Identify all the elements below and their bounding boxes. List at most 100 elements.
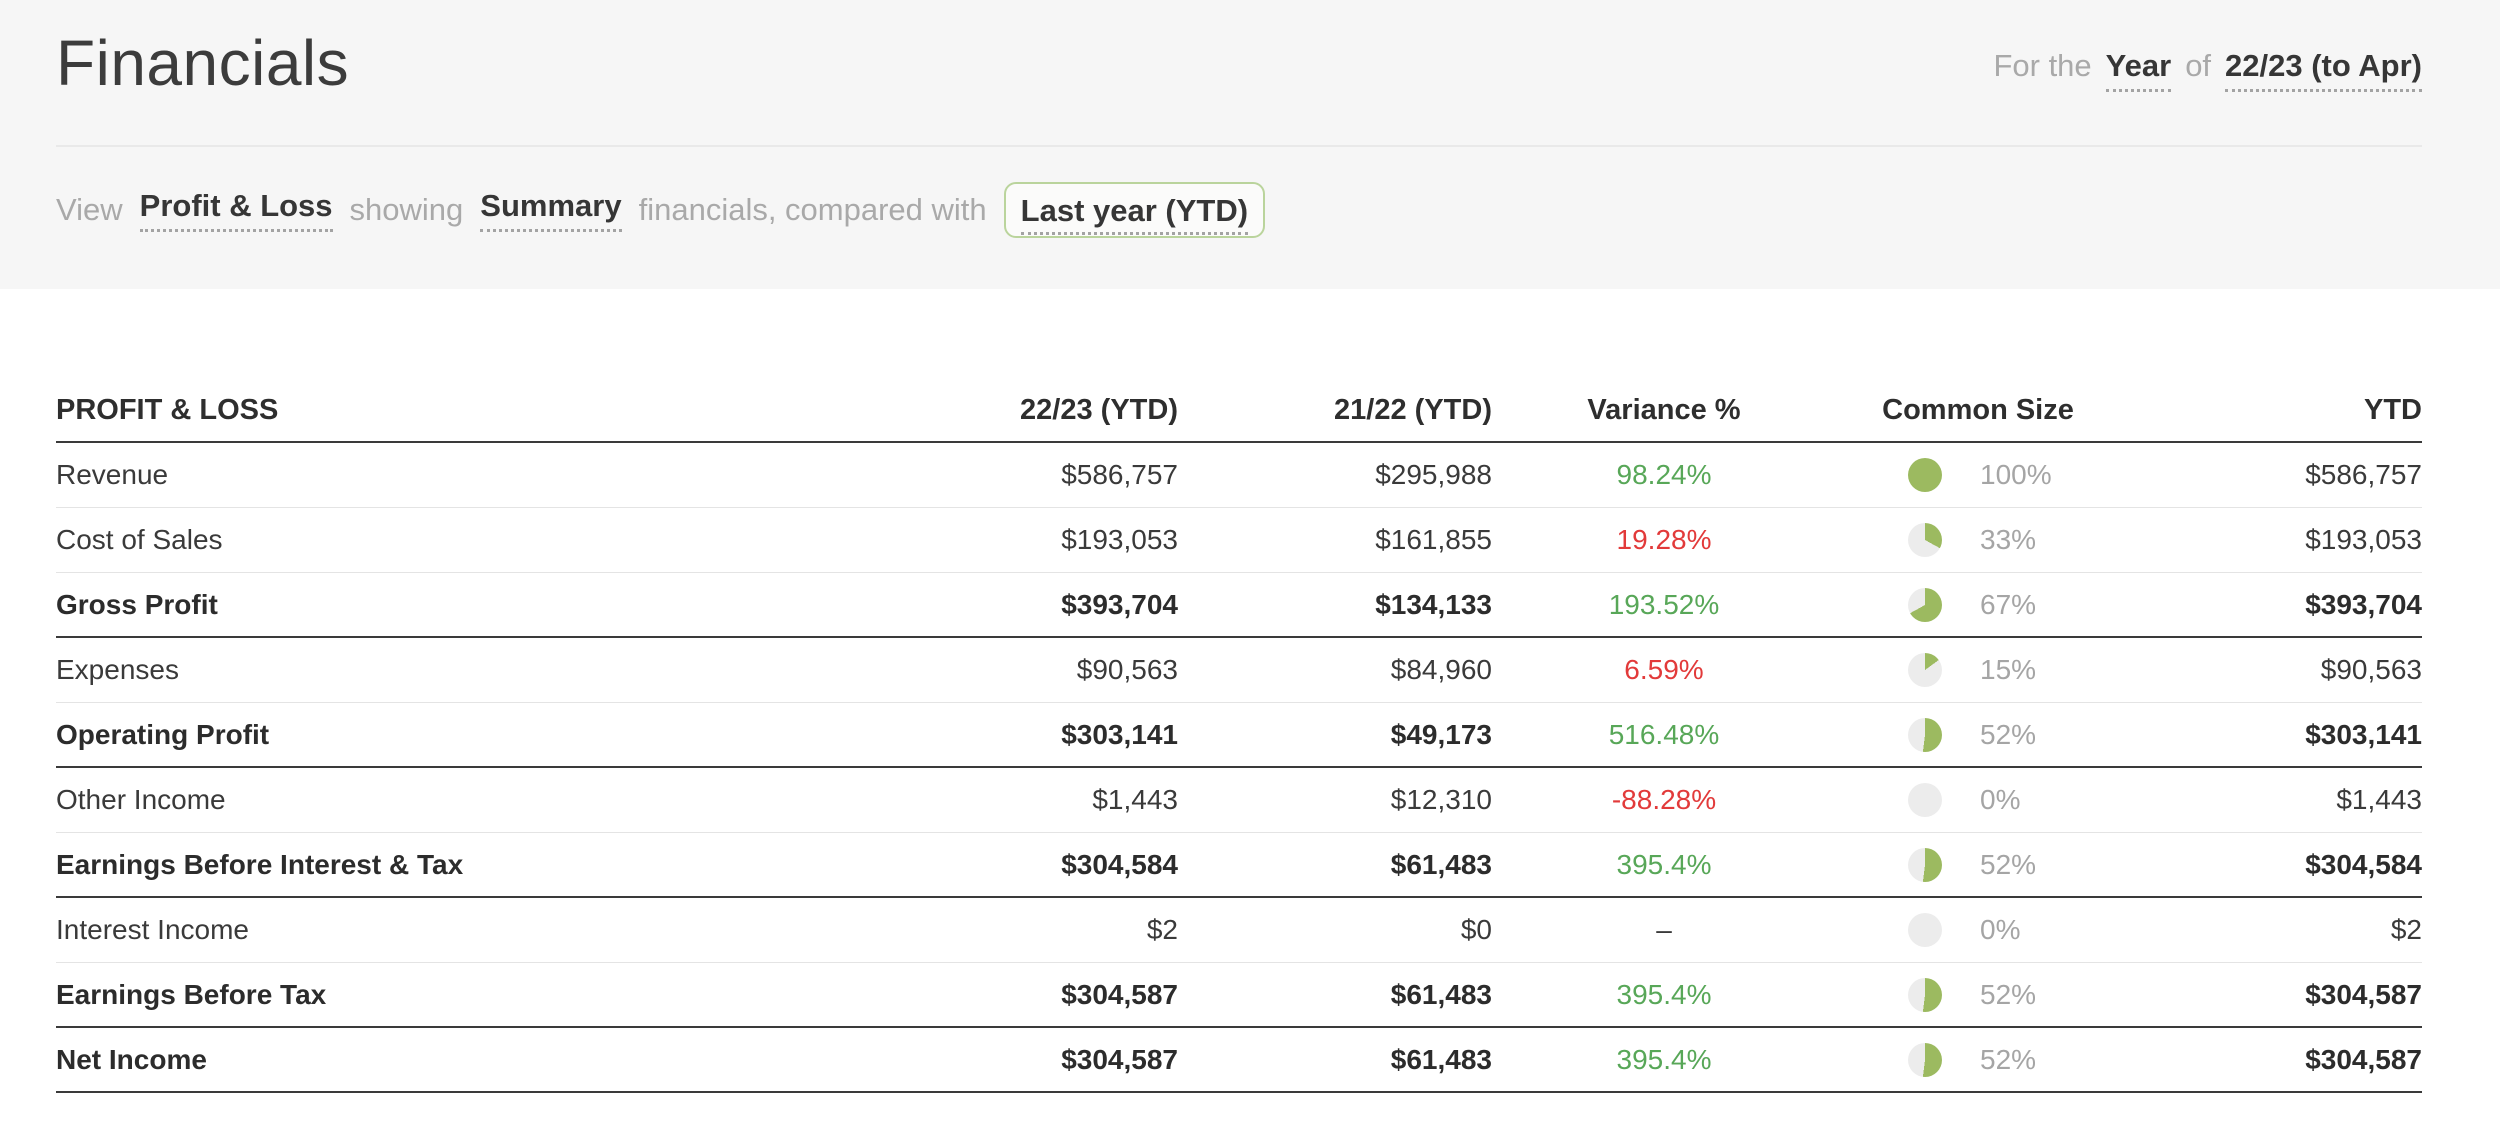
- row-variance: 98.24%: [1616, 459, 1712, 490]
- table-header-row: PROFIT & LOSS 22/23 (YTD) 21/22 (YTD) Va…: [56, 380, 2422, 443]
- row-current: $304,584: [1061, 848, 1178, 880]
- row-previous: $134,133: [1375, 588, 1492, 620]
- row-current: $1,443: [1092, 784, 1178, 815]
- row-current: $304,587: [1061, 978, 1178, 1010]
- showing-label: showing: [349, 192, 464, 227]
- row-current: $586,757: [1061, 459, 1178, 490]
- common-size-percent: 52%: [1980, 848, 2037, 880]
- row-label: Expenses: [56, 654, 179, 685]
- row-label: Interest Income: [56, 914, 249, 945]
- column-header-common-size: Common Size: [1882, 394, 2074, 426]
- common-size-pie-icon: [1908, 783, 1942, 817]
- table-row: Net Income $304,587 $61,483 395.4% 52% $304,5…: [56, 1028, 2422, 1093]
- row-common-size: 0%: [1836, 913, 2120, 947]
- common-size-pie-icon: [1908, 523, 1942, 557]
- row-ytd: $304,584: [2305, 848, 2422, 880]
- compared-with-label: financials, compared with: [638, 192, 987, 227]
- row-common-size: 100%: [1836, 458, 2120, 492]
- common-size-percent: 100%: [1980, 459, 2052, 490]
- period-value-select[interactable]: 22/23 (to Apr): [2225, 48, 2422, 92]
- row-current: $304,587: [1061, 1043, 1178, 1075]
- row-ytd: $586,757: [2305, 459, 2422, 490]
- row-label: Earnings Before Interest & Tax: [56, 848, 464, 880]
- row-ytd: $304,587: [2305, 1043, 2422, 1075]
- table-row: Revenue $586,757 $295,988 98.24% 100% $586,75…: [56, 443, 2422, 508]
- common-size-pie-icon: [1908, 977, 1942, 1012]
- report-type-select[interactable]: Profit & Loss: [139, 188, 333, 232]
- row-previous: $84,960: [1390, 654, 1492, 685]
- column-header-variance: Variance %: [1587, 394, 1741, 426]
- row-previous: $61,483: [1390, 1043, 1492, 1075]
- row-variance: -88.28%: [1611, 784, 1717, 815]
- row-label: Operating Profit: [56, 718, 270, 750]
- row-variance: 395.4%: [1616, 978, 1712, 1010]
- row-ytd: $193,053: [2305, 524, 2422, 555]
- row-variance: 516.48%: [1608, 718, 1720, 750]
- row-ytd: $304,587: [2305, 978, 2422, 1010]
- column-header-previous: 21/22 (YTD): [1334, 394, 1492, 426]
- row-variance: –: [1656, 914, 1672, 945]
- row-current: $2: [1146, 914, 1178, 945]
- table-row: Earnings Before Interest & Tax $304,584 $6…: [56, 833, 2422, 898]
- row-ytd: $303,141: [2305, 718, 2422, 750]
- row-previous: $0: [1460, 914, 1492, 945]
- profit-loss-table: PROFIT & LOSS 22/23 (YTD) 21/22 (YTD) Va…: [56, 380, 2422, 1093]
- row-common-size: 52%: [1836, 717, 2120, 752]
- common-size-pie-icon: [1908, 717, 1942, 752]
- table-row: Earnings Before Tax $304,587 $61,483 395.4%…: [56, 963, 2422, 1028]
- row-common-size: 52%: [1836, 977, 2120, 1012]
- row-ytd: $90,563: [2320, 654, 2422, 685]
- row-common-size: 52%: [1836, 847, 2120, 882]
- column-header-ytd: YTD: [2364, 394, 2422, 426]
- common-size-pie-icon: [1908, 847, 1942, 882]
- detail-level-select[interactable]: Summary: [480, 188, 622, 232]
- row-common-size: 0%: [1836, 783, 2120, 817]
- row-label: Revenue: [56, 459, 169, 490]
- comparison-chip-label: Last year (YTD): [1020, 193, 1249, 235]
- table-row: Gross Profit $393,704 $134,133 193.52% 67% $3…: [56, 573, 2422, 638]
- common-size-percent: 0%: [1980, 784, 2021, 815]
- row-variance: 6.59%: [1624, 654, 1704, 685]
- table-row: Interest Income $2 $0 – 0% $2: [56, 898, 2422, 963]
- row-label: Net Income: [56, 1043, 207, 1075]
- row-current: $90,563: [1076, 654, 1178, 685]
- common-size-pie-icon: [1908, 913, 1942, 947]
- table-row: Operating Profit $303,141 $49,173 516.48% 52…: [56, 703, 2422, 768]
- row-common-size: 67%: [1836, 587, 2120, 622]
- row-ytd: $2: [2390, 914, 2422, 945]
- common-size-percent: 52%: [1980, 718, 2037, 750]
- common-size-pie-icon: [1908, 653, 1942, 687]
- row-previous: $61,483: [1390, 978, 1492, 1010]
- row-previous: $161,855: [1375, 524, 1492, 555]
- row-previous: $295,988: [1375, 459, 1492, 490]
- comparison-chip[interactable]: Last year (YTD): [1003, 182, 1266, 238]
- common-size-percent: 52%: [1980, 1043, 2037, 1075]
- row-label: Other Income: [56, 784, 226, 815]
- header-divider: [56, 145, 2422, 147]
- row-variance: 193.52%: [1608, 588, 1720, 620]
- common-size-percent: 15%: [1980, 654, 2037, 685]
- period-prefix-label: For the: [1993, 48, 2092, 83]
- row-common-size: 15%: [1836, 653, 2120, 687]
- common-size-percent: 0%: [1980, 914, 2021, 945]
- row-variance: 19.28%: [1616, 524, 1712, 555]
- row-ytd: $1,443: [2336, 784, 2422, 815]
- row-variance: 395.4%: [1616, 1043, 1712, 1075]
- column-header-label: PROFIT & LOSS: [56, 394, 279, 426]
- period-selector: For the Year of 22/23 (to Apr): [1993, 48, 2422, 92]
- page-header: Financials For the Year of 22/23 (to Apr…: [0, 0, 2500, 289]
- period-granularity-select[interactable]: Year: [2105, 48, 2172, 92]
- row-current: $393,704: [1061, 588, 1178, 620]
- table-row: Expenses $90,563 $84,960 6.59% 15% $90,563: [56, 638, 2422, 703]
- filter-sentence: View Profit & Loss showing Summary finan…: [56, 182, 1266, 238]
- common-size-percent: 52%: [1980, 978, 2037, 1010]
- common-size-percent: 67%: [1980, 588, 2037, 620]
- period-connector-label: of: [2185, 48, 2212, 83]
- row-ytd: $393,704: [2305, 588, 2422, 620]
- common-size-pie-icon: [1908, 587, 1942, 622]
- table-body: Revenue $586,757 $295,988 98.24% 100% $586,75…: [56, 443, 2422, 1093]
- common-size-pie-icon: [1908, 458, 1942, 492]
- table-row: Cost of Sales $193,053 $161,855 19.28% 33% $1…: [56, 508, 2422, 573]
- row-variance: 395.4%: [1616, 848, 1712, 880]
- row-previous: $49,173: [1390, 718, 1492, 750]
